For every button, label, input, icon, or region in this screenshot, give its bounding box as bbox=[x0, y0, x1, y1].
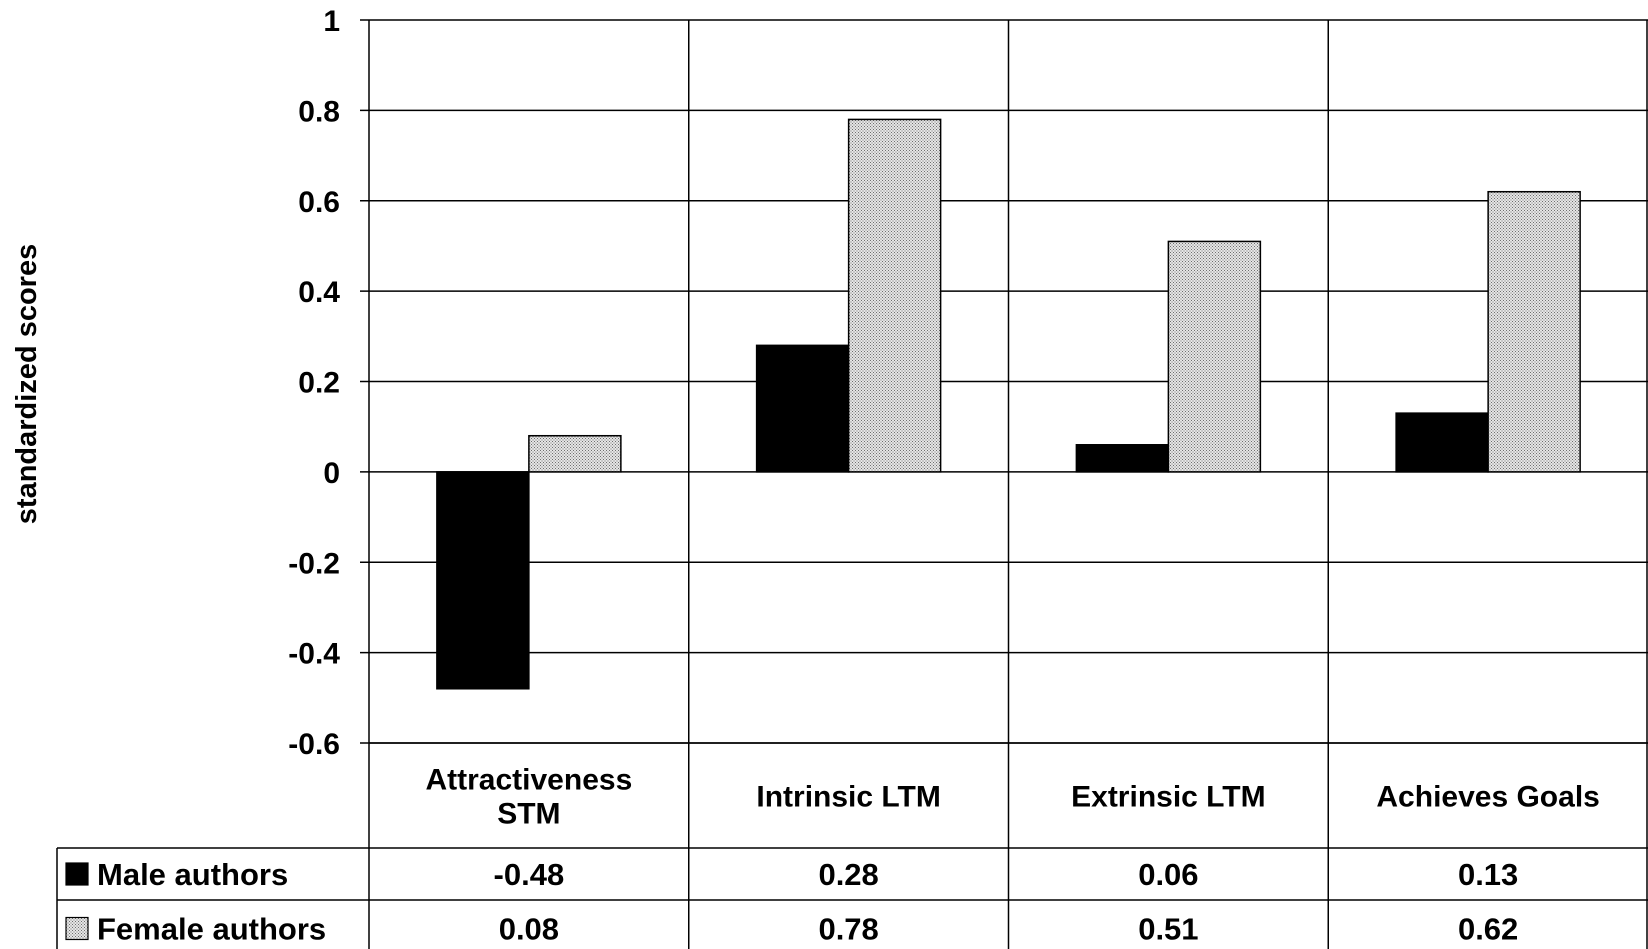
y-tick-label: 0 bbox=[323, 457, 340, 490]
bar-male-0 bbox=[436, 471, 530, 690]
data-label: 0.08 bbox=[499, 912, 559, 947]
data-label: 0.51 bbox=[1138, 912, 1198, 947]
bar-female-1 bbox=[847, 118, 942, 473]
y-tick-label: 0.6 bbox=[298, 186, 340, 219]
data-label: -0.48 bbox=[494, 857, 565, 892]
y-tick-label: 0.8 bbox=[298, 95, 340, 128]
bar-male-1 bbox=[755, 344, 850, 473]
bar-female-2 bbox=[1167, 240, 1262, 473]
data-label: 0.78 bbox=[818, 912, 878, 947]
category-label: STM bbox=[497, 798, 560, 831]
category-label: Achieves Goals bbox=[1376, 781, 1599, 814]
bars bbox=[436, 118, 1581, 690]
y-tick-label: -0.6 bbox=[288, 728, 340, 761]
bar-female-3 bbox=[1487, 190, 1581, 473]
legend-label-female: Female authors bbox=[97, 912, 326, 947]
data-label: 0.28 bbox=[818, 857, 878, 892]
category-label: Extrinsic LTM bbox=[1071, 781, 1265, 814]
category-label: Intrinsic LTM bbox=[756, 781, 940, 814]
y-tick-label: -0.4 bbox=[288, 638, 340, 671]
bar-male-2 bbox=[1075, 444, 1170, 473]
legend-key-male bbox=[65, 862, 89, 886]
legend-key-female bbox=[65, 916, 89, 941]
legend-label-male: Male authors bbox=[97, 857, 288, 892]
data-label: 0.62 bbox=[1458, 912, 1518, 947]
y-tick-label: 0.2 bbox=[298, 367, 340, 400]
y-axis-label: standardized scores bbox=[11, 244, 43, 524]
bar-female-0 bbox=[528, 434, 622, 473]
y-tick-label: 0.4 bbox=[298, 276, 340, 309]
data-label: 0.06 bbox=[1138, 857, 1198, 892]
y-axis: 1 0.8 0.6 0.4 0.2 0 -0.2 -0.4 -0.6 bbox=[288, 5, 369, 761]
bar-male-3 bbox=[1395, 412, 1489, 473]
y-tick-label: -0.2 bbox=[288, 547, 340, 580]
category-label: Attractiveness bbox=[425, 764, 632, 797]
y-tick-label: 1 bbox=[323, 5, 340, 38]
data-label: 0.13 bbox=[1458, 857, 1518, 892]
